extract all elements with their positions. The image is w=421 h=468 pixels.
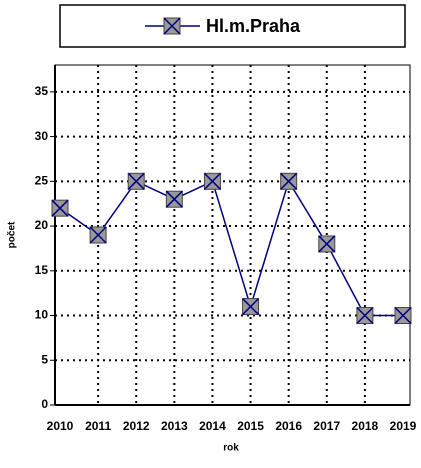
x-tick-label: 2015 [237, 419, 264, 433]
legend-item: Hl.m.Praha [145, 16, 301, 36]
series-line [59, 179, 403, 317]
y-tick-label: 15 [35, 263, 49, 277]
x-tick-label: 2012 [123, 419, 150, 433]
x-tick-label: 2016 [275, 419, 302, 433]
marker-cross [127, 172, 145, 190]
marker-cross [203, 172, 221, 190]
y-tick-label: 5 [41, 352, 48, 366]
marker-cross [165, 190, 183, 208]
data-point [127, 172, 145, 190]
y-tick-label: 20 [35, 218, 49, 232]
data-point [394, 306, 412, 325]
y-tick-label: 25 [35, 173, 49, 187]
marker-cross [89, 226, 107, 244]
data-point [242, 298, 260, 316]
marker-cross [242, 298, 260, 316]
x-tick-label: 2019 [390, 419, 417, 433]
x-tick-label: 2018 [352, 419, 379, 433]
x-tick-label: 2013 [161, 419, 188, 433]
data-point [165, 190, 183, 208]
data-point [89, 226, 107, 244]
marker-cross [280, 172, 298, 190]
x-tick-label: 2011 [85, 419, 111, 433]
plot-area [54, 64, 411, 406]
x-tick-label: 2010 [47, 419, 74, 433]
data-point [51, 199, 69, 217]
marker-cross [51, 199, 69, 217]
y-tick-label: 35 [35, 84, 49, 98]
y-axis-label: počet [7, 221, 18, 248]
y-tick-label: 0 [41, 397, 48, 411]
y-tick-label: 10 [35, 308, 49, 322]
y-tick-label: 30 [35, 129, 49, 143]
marker-cross [356, 306, 374, 325]
data-point [356, 306, 374, 325]
marker-cross [318, 235, 336, 253]
x-tick-label: 2014 [199, 419, 226, 433]
x-tick-label: 2017 [313, 419, 340, 433]
legend-label: Hl.m.Praha [206, 16, 301, 36]
x-axis-label: rok [223, 443, 239, 454]
data-point [203, 172, 221, 190]
marker-cross [163, 17, 181, 35]
data-point [318, 235, 336, 253]
legend-box [59, 4, 406, 48]
data-point [280, 172, 298, 190]
marker-cross [394, 306, 412, 325]
